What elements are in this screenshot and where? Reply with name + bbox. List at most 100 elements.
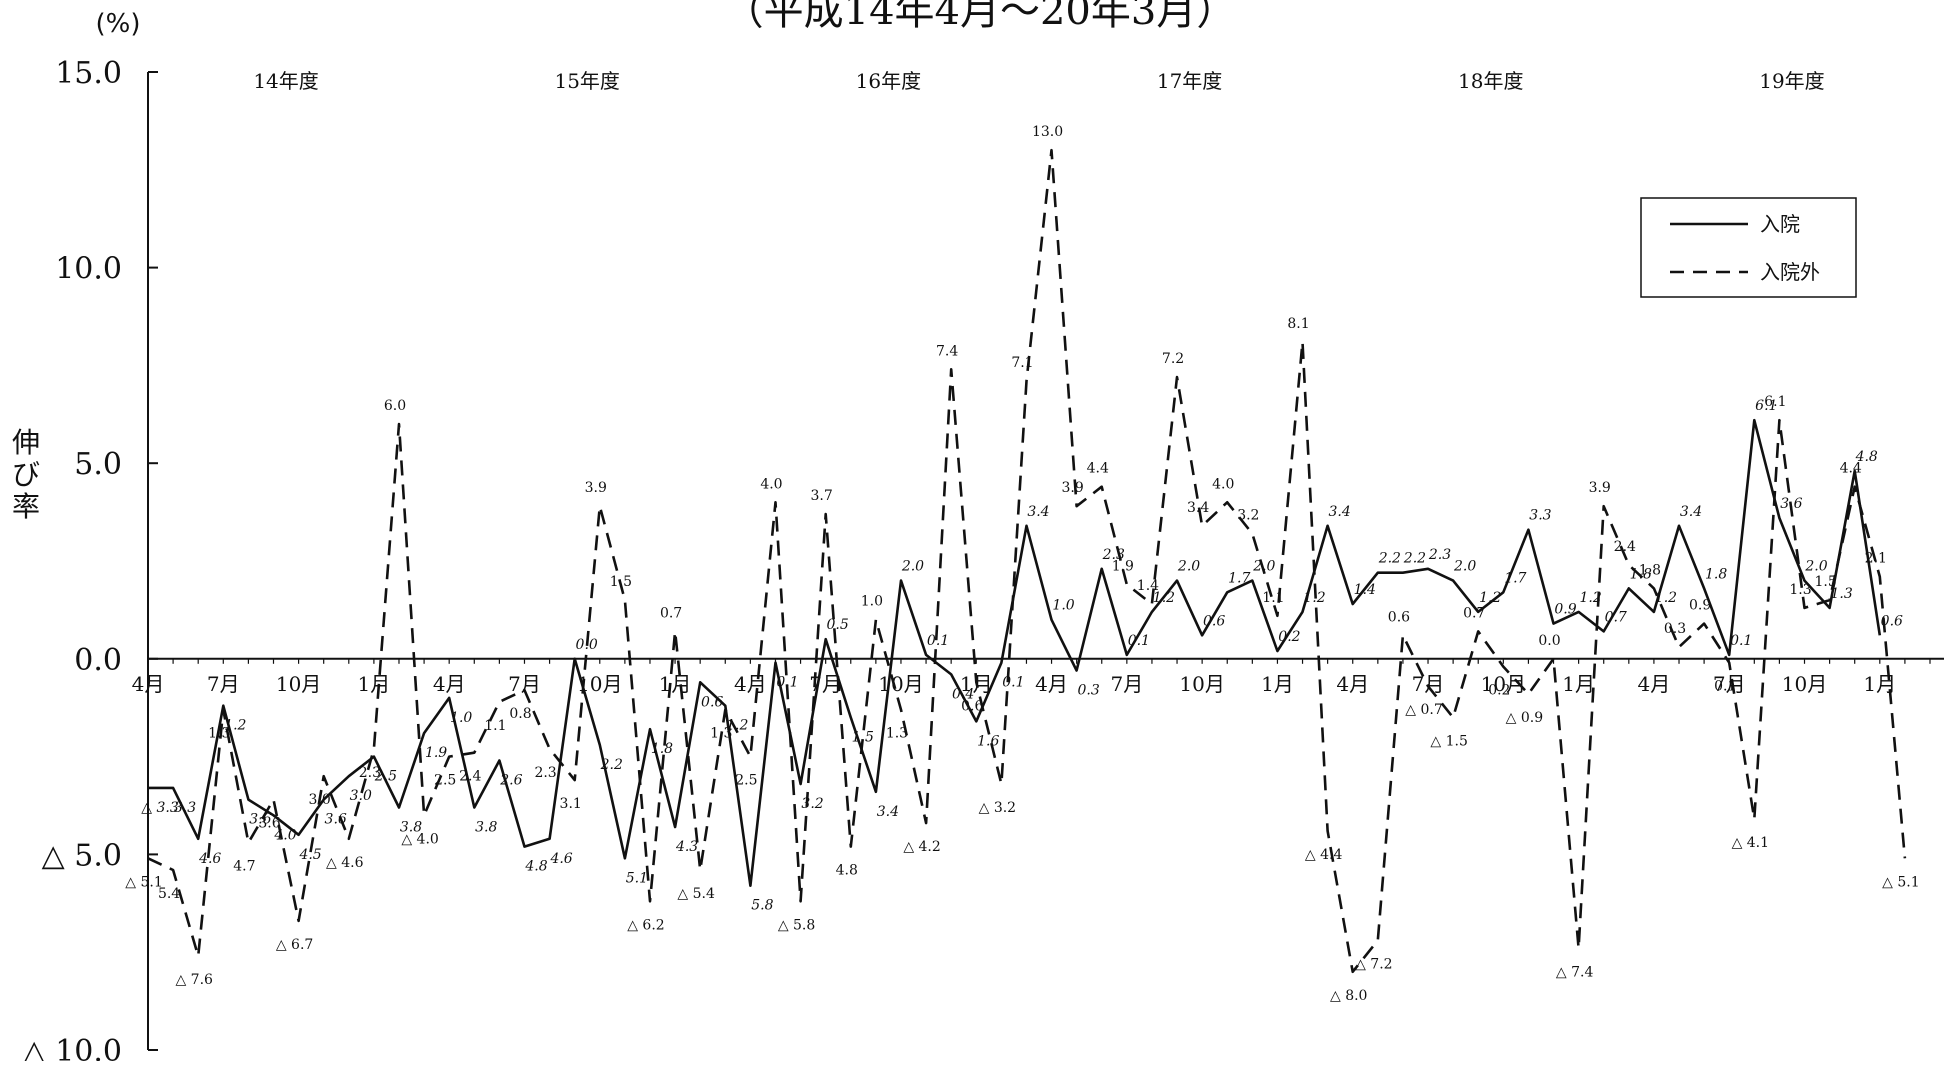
data-label: 3.0 [350, 788, 372, 804]
month-label: 10月 [878, 672, 923, 696]
data-label: 0.8 [509, 706, 531, 722]
data-label: △ 8.0 [1330, 988, 1367, 1004]
data-label: 2.0 [1252, 559, 1275, 575]
data-label: 1.1 [1262, 590, 1284, 606]
data-label: 4.4 [1087, 461, 1109, 477]
data-label: 1.2 [726, 718, 748, 734]
data-label: 1.8 [651, 741, 673, 757]
axes [147, 72, 1944, 1050]
data-label: 1.3 [208, 726, 230, 742]
month-label: 10月 [1179, 672, 1224, 696]
data-label: 2.2 [1403, 551, 1426, 567]
data-label: 2.4 [1614, 539, 1636, 555]
data-label: △ 4.4 [1305, 847, 1343, 863]
y-tick-label: 15.0 [55, 56, 122, 91]
data-label: 0.7 [1463, 605, 1485, 621]
data-label: 3.2 [801, 796, 823, 812]
data-label: 1.0 [861, 594, 883, 610]
fiscal-year-label: 14年度 [253, 69, 318, 93]
fiscal-year-label: 17年度 [1157, 69, 1222, 93]
fiscal-year-label: 18年度 [1458, 69, 1523, 93]
month-label: 1月 [1562, 672, 1595, 696]
data-label: 0.1 [927, 633, 949, 649]
data-label: 4.7 [233, 859, 255, 875]
month-label: 7月 [207, 672, 240, 696]
month-label: 10月 [276, 672, 321, 696]
data-label: 3.9 [1062, 480, 1084, 496]
data-label: 1.4 [1137, 578, 1159, 594]
data-label: 1.8 [1630, 566, 1652, 582]
data-label: 2.5 [434, 773, 456, 789]
data-label: 0.1 [1128, 633, 1150, 649]
data-label: 0.2 [1278, 629, 1300, 645]
data-label: △ 7.4 [1556, 964, 1594, 980]
y-axis-ticks: 15.0 10.0 5.0 0.0 △ 5.0 △ 10.0 [23, 56, 158, 1065]
data-label: 0.9 [1689, 598, 1711, 614]
data-label: 0.6 [1388, 609, 1410, 625]
y-tick-label: 0.0 [74, 643, 122, 678]
data-label: 1.6 [977, 733, 999, 749]
data-label: △ 5.4 [677, 886, 715, 902]
data-label: 2.2 [1378, 551, 1401, 567]
data-label: 1.0 [1052, 598, 1074, 614]
y-axis-label-char: び [12, 458, 40, 491]
legend: 入院 入院外 [1640, 197, 1857, 298]
data-label: △ 6.2 [627, 917, 664, 933]
data-label: 1.8 [1705, 566, 1727, 582]
data-label: 1.8 [1639, 562, 1661, 578]
data-label: △ 7.6 [175, 972, 213, 988]
data-label: 2.1 [1865, 551, 1887, 567]
data-label: 1.9 [1112, 558, 1134, 574]
data-label: 1.7 [1504, 570, 1526, 586]
data-label: 0.1 [1730, 633, 1752, 649]
data-label: 1.2 [1579, 590, 1601, 606]
data-label: 0.3 [1078, 683, 1100, 699]
data-label: 3.1 [560, 796, 582, 812]
data-label: 2.2 [600, 757, 623, 773]
data-label: 0.1 [1002, 675, 1024, 691]
data-label: 0.6 [701, 694, 723, 710]
data-label: 1.1 [484, 718, 506, 734]
data-label: 13.0 [1032, 124, 1063, 140]
data-label: 3.8 [400, 819, 422, 835]
legend-box [1640, 197, 1857, 298]
data-label: 0.6 [1203, 613, 1225, 629]
data-label: 4.8 [524, 859, 547, 875]
data-label: 2.6 [499, 773, 522, 789]
month-label: 4月 [433, 672, 466, 696]
data-label: 0.0 [1538, 633, 1560, 649]
data-label: 3.7 [811, 488, 833, 504]
chart-title: （平成14年4月～20年3月） [724, 0, 1237, 34]
month-label: 7月 [1110, 672, 1143, 696]
data-label: 1.5 [1814, 574, 1836, 590]
data-label: 0.4 [952, 686, 974, 702]
data-label: 3.3 [1529, 508, 1551, 524]
data-label: 2.3 [359, 765, 381, 781]
data-label: 1.9 [425, 745, 447, 761]
data-label: 3.4 [1027, 504, 1049, 520]
month-label: 4月 [734, 672, 767, 696]
fiscal-year-label: 19年度 [1759, 69, 1824, 93]
data-label: 1.2 [1655, 590, 1677, 606]
month-label: 1月 [358, 672, 391, 696]
data-label: 0.5 [827, 617, 849, 633]
data-label: △ 3.2 [979, 800, 1016, 816]
data-label: 2.5 [374, 769, 397, 785]
data-label: 2.4 [459, 769, 481, 785]
data-label: 4.4 [1840, 461, 1862, 477]
y-axis-label: 伸び率 [12, 426, 40, 523]
data-label: 1.5 [852, 729, 874, 745]
data-label: △ 7.2 [1355, 956, 1392, 972]
data-label: 0.2 [1488, 683, 1510, 699]
data-label: 5.1 [626, 870, 648, 886]
data-label: 3.4 [1187, 500, 1209, 516]
data-label: 1.4 [1354, 582, 1376, 598]
data-label: 8.1 [1287, 316, 1309, 332]
month-label: 4月 [1638, 672, 1671, 696]
data-label: △ 1.5 [1430, 733, 1467, 749]
data-label: △ 4.2 [903, 839, 940, 855]
y-axis-label-char: 率 [12, 490, 40, 523]
data-label: 6.0 [384, 398, 406, 414]
data-label: 4.3 [675, 839, 698, 855]
data-label: 1.3 [886, 726, 908, 742]
